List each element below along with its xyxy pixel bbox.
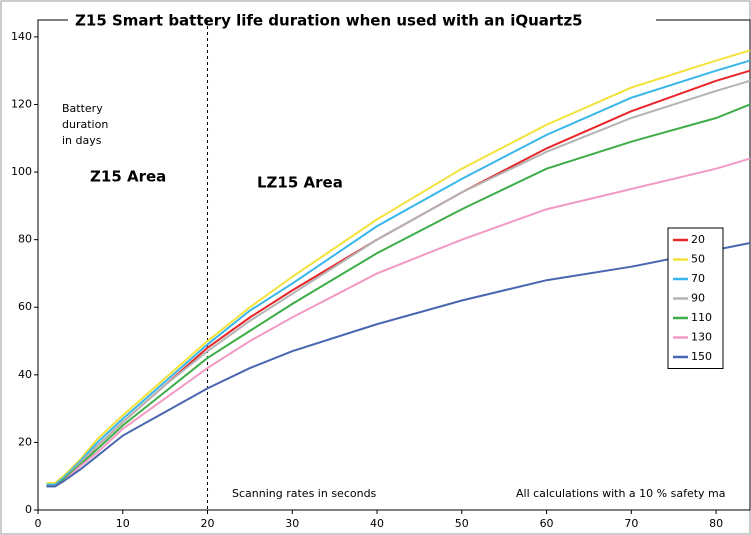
series-line <box>46 242 751 488</box>
legend-label: 130 <box>691 331 712 344</box>
legend-label: 110 <box>691 311 712 324</box>
y-axis-label: Battery <box>62 102 103 115</box>
series-line <box>46 157 751 488</box>
x-tick-label: 60 <box>540 517 554 530</box>
legend-label: 150 <box>691 350 712 363</box>
series-line <box>46 49 751 484</box>
y-axis-label: in days <box>62 134 102 147</box>
x-tick-label: 40 <box>370 517 384 530</box>
x-axis-label: Scanning rates in seconds <box>232 487 377 500</box>
x-tick-label: 30 <box>285 517 299 530</box>
title-bg <box>68 10 656 32</box>
x-tick-label: 70 <box>624 517 638 530</box>
y-tick-label: 60 <box>18 300 32 313</box>
chart-title: Z15 Smart battery life duration when use… <box>75 12 583 30</box>
y-tick-label: 120 <box>11 97 32 110</box>
legend-label: 90 <box>691 292 705 305</box>
x-tick-label: 20 <box>201 517 215 530</box>
legend-label: 50 <box>691 253 705 266</box>
x-tick-label: 50 <box>455 517 469 530</box>
y-tick-label: 20 <box>18 435 32 448</box>
series-line <box>46 103 751 488</box>
x-tick-label: 0 <box>35 517 42 530</box>
y-axis-label: duration <box>62 118 108 131</box>
y-tick-label: 100 <box>11 165 32 178</box>
annotation: Z15 Area <box>90 168 166 186</box>
x-tick-label: 10 <box>116 517 130 530</box>
legend-label: 20 <box>691 233 705 246</box>
y-tick-label: 0 <box>25 503 32 516</box>
y-tick-label: 40 <box>18 368 32 381</box>
series-line <box>46 59 751 486</box>
legend-box <box>667 227 724 369</box>
legend-label: 70 <box>691 272 705 285</box>
x-tick-label: 80 <box>709 517 723 530</box>
annotation: LZ15 Area <box>257 174 343 192</box>
y-tick-label: 140 <box>11 30 32 43</box>
y-tick-label: 80 <box>18 233 32 246</box>
note: All calculations with a 10 % safety ma <box>516 487 726 500</box>
